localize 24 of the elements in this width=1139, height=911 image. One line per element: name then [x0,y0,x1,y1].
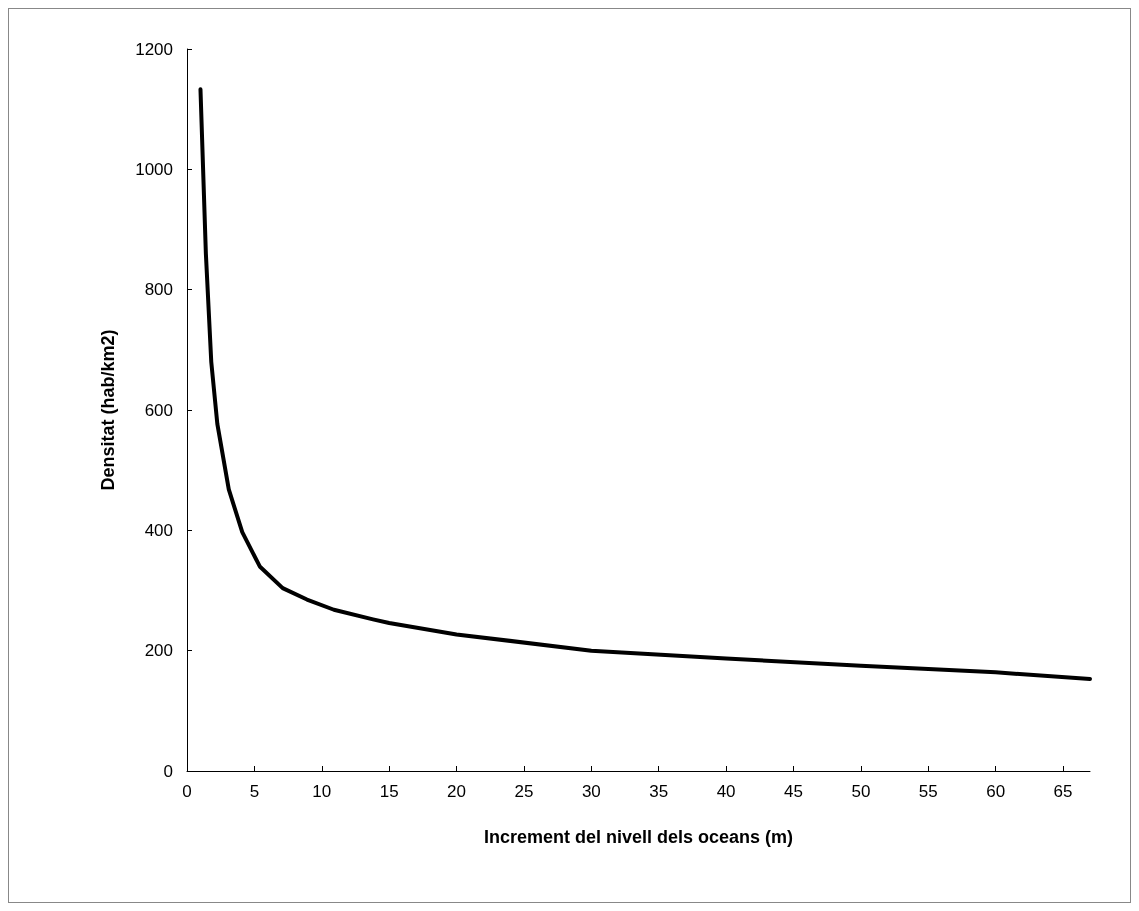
x-tick-label: 0 [182,782,192,801]
x-tick-label: 65 [1053,782,1073,801]
y-tick-label: 400 [144,520,173,540]
x-tick-label: 40 [716,782,736,801]
y-tick-label: 600 [144,400,173,420]
x-tick-label: 20 [447,782,467,801]
x-tick-label: 45 [784,782,803,801]
line-series [198,87,1092,681]
x-tick-label: 30 [581,782,601,801]
x-tick-label: 10 [312,782,332,801]
x-tick-label: 55 [918,782,938,801]
y-tick-label: 0 [163,761,173,781]
y-tick-label: 800 [144,280,173,300]
x-tick-label: 15 [379,782,399,801]
y-tick-label: 200 [144,641,173,661]
y-tick-label: 1000 [135,159,173,179]
x-axis-title: Increment del nivell dels oceans (m) [483,827,794,847]
x-tick-label: 50 [851,782,871,801]
x-tick-label: 5 [249,782,260,801]
x-tick-label: 35 [649,782,669,801]
y-axis-title: Densitat (hab/km2) [98,329,118,491]
x-tick-label: 25 [514,782,534,801]
y-tick-label: 1200 [135,39,173,59]
x-tick-label: 60 [986,782,1006,801]
